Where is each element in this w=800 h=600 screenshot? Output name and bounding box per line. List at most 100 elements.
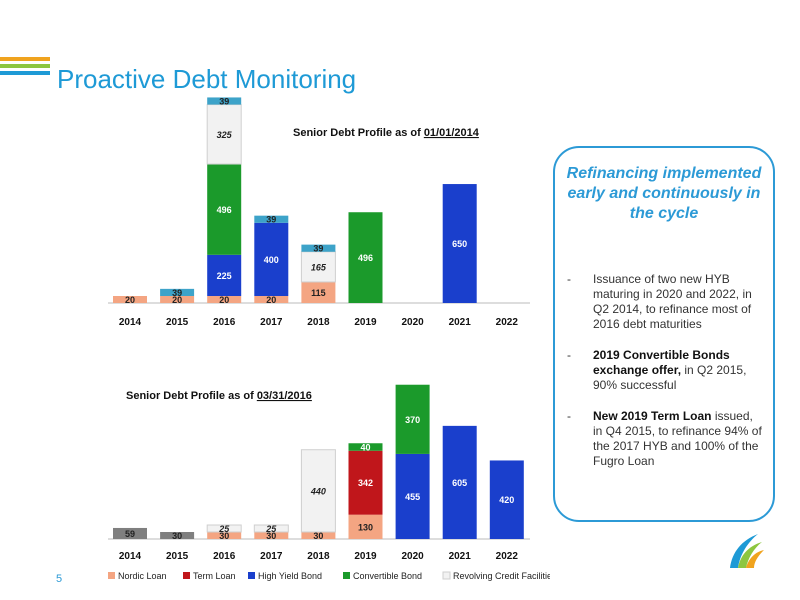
bar-segment [207,97,242,105]
data-label: 59 [125,529,135,539]
bar-segment [207,254,242,296]
callout-bullet: - Issuance of two new HYB maturing in 20… [567,272,763,332]
data-label: 39 [313,244,323,254]
bar-segment [301,532,336,539]
x-tick-label: 2016 [213,317,236,328]
callout-bullet: - New 2019 Term Loan issued, in Q4 2015,… [567,409,763,469]
x-tick-label: 2015 [166,551,189,562]
x-tick-label: 2014 [119,551,142,562]
bar-segment [113,527,147,539]
legend-swatch [343,572,350,579]
bar-segment [254,296,289,303]
data-label: 342 [358,478,373,488]
refinancing-callout: Refinancing implemented early and contin… [553,146,775,522]
data-label: 165 [311,262,327,272]
bar-segment [206,524,242,533]
data-label: 496 [358,253,373,263]
data-label: 115 [311,288,326,298]
bar-segment [348,450,383,515]
page-number: 5 [56,573,63,585]
bullet-dash: - [567,348,571,362]
x-tick-label: 2017 [260,317,283,328]
chart-title: Senior Debt Profile as of 03/31/2016 [126,390,312,402]
bar-segment [254,215,289,223]
accent-bar-orange [0,57,50,61]
data-label: 25 [218,524,230,534]
legend-label: High Yield Bond [258,571,322,581]
x-tick-label: 2014 [119,317,142,328]
bar-segment [395,384,430,454]
bullet-dash: - [567,409,571,423]
bar-segment [160,532,195,539]
bullet-text: Issuance of two new HYB maturing in 2020… [593,272,752,331]
legend-label: Revolving Credit Facilities [453,571,550,581]
legend-swatch [442,571,451,580]
data-label: 225 [217,271,232,281]
bullet-bold-text: New 2019 Term Loan [593,409,712,423]
x-tick-label: 2016 [213,551,236,562]
bullet-text: in Q2 2015, 90% successful [593,363,747,392]
data-label: 325 [217,130,233,140]
bar-segment [113,296,147,303]
x-tick-label: 2018 [307,317,330,328]
data-label: 440 [310,486,326,496]
bar-segment [253,524,289,533]
bar-segment [442,184,477,303]
x-tick-label: 2021 [449,551,472,562]
data-label: 20 [125,295,135,305]
data-label: 496 [217,205,232,215]
bar-segment [207,532,242,539]
data-label: 400 [264,255,279,265]
company-logo-icon [730,534,764,568]
accent-bar-blue [0,71,50,75]
x-tick-label: 2022 [496,317,519,328]
x-tick-label: 2020 [401,317,424,328]
x-tick-label: 2019 [354,551,377,562]
data-label: 20 [172,295,182,305]
data-label: 30 [219,531,229,541]
x-tick-label: 2021 [449,317,472,328]
x-tick-label: 2022 [496,551,519,562]
x-tick-label: 2020 [401,551,424,562]
bar-segment [301,281,336,303]
legend-label: Convertible Bond [353,571,422,581]
callout-heading: Refinancing implemented early and contin… [566,165,762,222]
accent-bars [0,57,50,78]
legend-label: Term Loan [193,571,236,581]
bullet-dash: - [567,272,571,286]
data-label: 370 [405,415,420,425]
bullet-bold-text: 2019 Convertible Bonds exchange offer, [593,348,730,377]
callout-bullet: - 2019 Convertible Bonds exchange offer,… [567,348,763,393]
bar-segment [160,296,195,303]
data-label: 130 [358,522,373,532]
bar-segment [300,251,336,283]
bar-segment [395,453,430,539]
accent-bar-green [0,64,50,68]
bar-segment [207,296,242,303]
x-tick-label: 2015 [166,317,189,328]
bar-segment [254,532,289,539]
legend-swatch [248,572,255,579]
bullet-text: issued, in Q4 2015, to refinance 94% of … [593,409,762,468]
bar-segment [300,449,336,533]
bar-segment [348,443,383,451]
bar-segment [254,222,289,296]
bar-segment [489,460,524,539]
bar-segment [160,288,195,296]
data-label: 420 [499,495,514,505]
data-label: 605 [452,478,467,488]
data-label: 39 [172,288,182,298]
data-label: 650 [452,239,467,249]
data-label: 25 [265,524,277,534]
data-label: 40 [360,442,370,452]
x-tick-label: 2017 [260,551,283,562]
debt-profile-charts: Senior Debt Profile as of 01/01/20142020… [108,97,550,581]
legend-label: Nordic Loan [118,571,167,581]
page-title: Proactive Debt Monitoring [57,64,357,94]
data-label: 39 [219,97,229,107]
bar-segment [348,514,383,539]
bar-segment [301,244,336,252]
bar-segment [442,425,477,539]
bar-segment [207,164,242,255]
legend-swatch [108,572,115,579]
